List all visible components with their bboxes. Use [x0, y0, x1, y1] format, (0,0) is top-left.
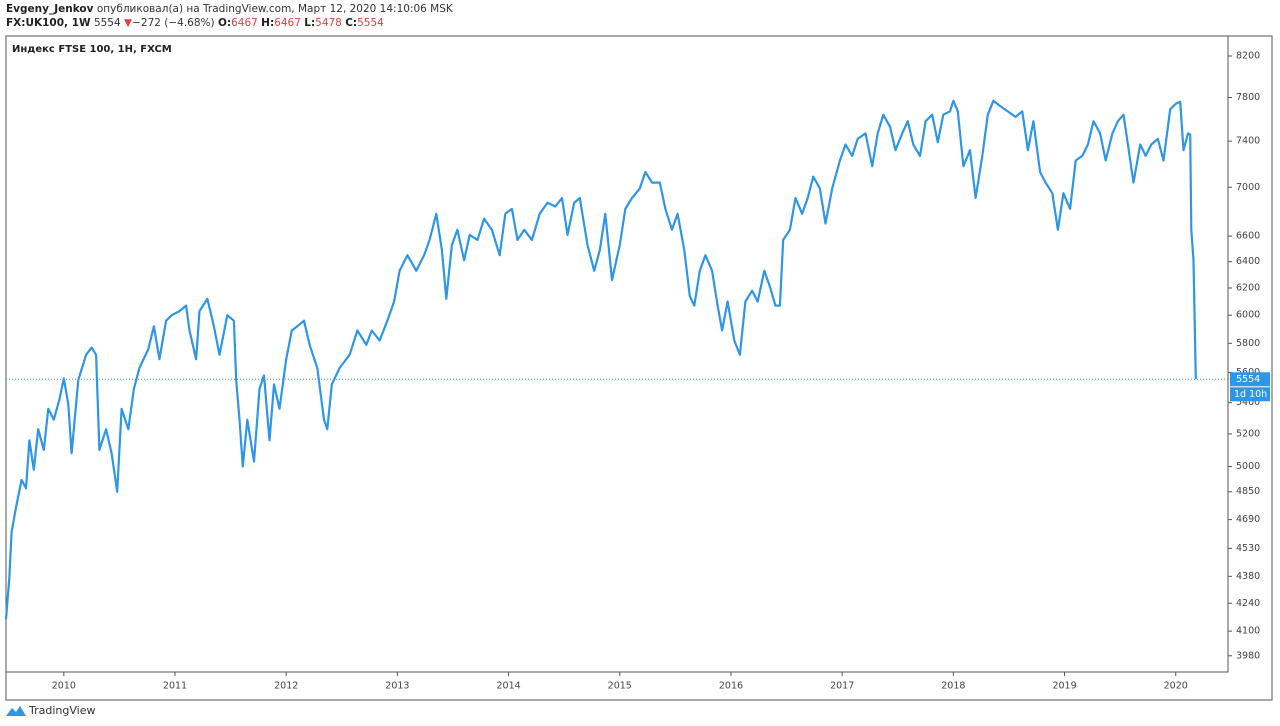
y-tick-label: 4690	[1236, 514, 1260, 525]
y-tick-label: 5400	[1236, 397, 1260, 408]
x-tick-label: 2016	[719, 681, 743, 692]
arrow: ▼	[124, 17, 133, 29]
symbol: FX:UK100, 1W	[6, 17, 91, 29]
ohlc-label: C:	[345, 17, 357, 29]
x-tick-label: 2010	[52, 681, 76, 692]
y-tick-label: 5000	[1236, 461, 1260, 472]
published: опубликовал(а) на TradingView.com, Март …	[97, 3, 454, 15]
ohlc-value: 5554	[357, 17, 384, 29]
y-tick-label: 5800	[1236, 338, 1260, 349]
y-tick-label: 7400	[1236, 136, 1260, 147]
chart-title: Индекс FTSE 100, 1H, FXCM	[12, 44, 172, 55]
x-tick-label: 2011	[163, 681, 187, 692]
ohlc-label: O:	[218, 17, 231, 29]
chart-frame	[5, 35, 1273, 701]
x-tick-label: 2019	[1052, 681, 1076, 692]
x-tick-label: 2012	[274, 681, 298, 692]
x-tick-label: 2020	[1164, 681, 1188, 692]
y-tick-label: 4530	[1236, 543, 1260, 554]
ohlc-value: 5478	[315, 17, 342, 29]
last-price-box	[1230, 372, 1270, 387]
countdown-label: 1d 10h	[1234, 389, 1267, 400]
x-tick-label: 2013	[385, 681, 409, 692]
y-tick-label: 4850	[1236, 486, 1260, 497]
y-tick-label: 6600	[1236, 231, 1260, 242]
y-tick-label: 4100	[1236, 626, 1260, 637]
x-tick-label: 2017	[830, 681, 854, 692]
y-tick-label: 4380	[1236, 571, 1260, 582]
countdown-box	[1230, 387, 1270, 402]
x-tick-label: 2015	[608, 681, 632, 692]
x-tick-label: 2014	[496, 681, 520, 692]
y-tick-label: 6000	[1236, 310, 1260, 321]
y-tick-label: 6200	[1236, 282, 1260, 293]
y-tick-label: 3980	[1236, 650, 1260, 661]
ohlc-value: 6467	[274, 17, 301, 29]
change: −272 (−4.68%)	[132, 17, 215, 29]
ohlc-label: H:	[261, 17, 274, 29]
y-tick-label: 4240	[1236, 598, 1260, 609]
footer: TradingView	[6, 704, 95, 717]
y-tick-label: 5200	[1236, 428, 1260, 439]
y-tick-label: 6400	[1236, 256, 1260, 267]
price-line	[4, 99, 1197, 620]
brand-logo	[6, 706, 26, 716]
header-line: Evgeny_Jenkov опубликовал(а) на TradingV…	[6, 3, 454, 15]
ohlc-value: 6467	[231, 17, 258, 29]
quote-line: FX:UK100, 1W 5554 ▼−272 (−4.68%) O:6467 …	[6, 17, 384, 29]
y-tick-label: 7000	[1236, 182, 1260, 193]
x-tick-label: 2018	[941, 681, 965, 692]
ohlc-label: L:	[304, 17, 315, 29]
last-price-label: 5554	[1236, 374, 1260, 385]
y-tick-label: 8200	[1236, 50, 1260, 61]
author: Evgeny_Jenkov	[6, 3, 94, 15]
brand: TradingView	[28, 704, 95, 717]
last: 5554	[94, 17, 121, 29]
y-tick-label: 7800	[1236, 92, 1260, 103]
